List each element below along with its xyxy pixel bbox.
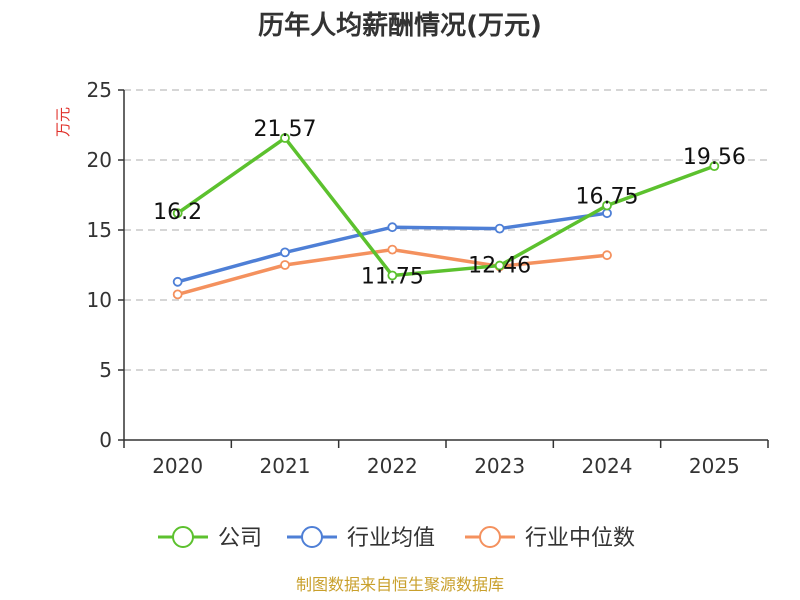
data-point xyxy=(709,161,720,172)
legend-swatch-marker xyxy=(172,526,194,548)
data-label: 21.57 xyxy=(254,117,317,142)
data-point xyxy=(280,247,290,258)
chart-title: 历年人均薪酬情况(万元) xyxy=(258,10,542,41)
legend-swatch-marker xyxy=(301,526,323,548)
data-point xyxy=(387,222,398,233)
data-labels: 16.2 21.57 11.75 12.46 16.75 19.56 xyxy=(153,117,746,289)
data-point xyxy=(494,260,505,271)
y-tick-label: 0 xyxy=(99,428,112,452)
x-tick-label: 2025 xyxy=(689,454,740,478)
data-point xyxy=(602,250,612,261)
x-tick-label: 2023 xyxy=(474,454,525,478)
data-point xyxy=(387,244,398,255)
data-label: 11.75 xyxy=(361,265,424,290)
y-tick-label: 10 xyxy=(87,288,112,312)
data-point xyxy=(172,276,183,287)
y-tick-label: 25 xyxy=(87,78,112,102)
y-tick-label: 20 xyxy=(87,148,112,172)
data-point xyxy=(602,200,612,211)
data-point xyxy=(280,133,290,143)
x-tick-label: 2024 xyxy=(582,454,633,478)
data-label: 16.2 xyxy=(153,200,202,225)
legend: 公司 行业均值 行业中位数 xyxy=(158,526,635,551)
legend-label: 行业中位数 xyxy=(525,526,635,551)
x-tick-labels: 2020 2021 2022 2023 2024 2025 xyxy=(152,454,740,478)
axes xyxy=(118,89,769,448)
x-tick-label: 2021 xyxy=(260,454,311,478)
series-line-0 xyxy=(176,136,715,278)
source-note: 制图数据来自恒生聚源数据库 xyxy=(296,575,504,594)
y-tick-label: 5 xyxy=(99,358,112,382)
series-group xyxy=(172,133,720,300)
y-axis-label: 万元 xyxy=(54,107,72,137)
grid-lines xyxy=(124,89,768,371)
data-point xyxy=(280,260,290,270)
y-tick-labels: 0 5 10 15 20 25 xyxy=(87,78,112,452)
x-tick-label: 2022 xyxy=(367,454,418,478)
y-tick-label: 15 xyxy=(87,218,112,242)
data-label: 19.56 xyxy=(683,145,746,170)
legend-label: 公司 xyxy=(218,526,262,551)
data-point xyxy=(172,289,183,300)
data-label: 12.46 xyxy=(468,254,531,279)
legend-label: 行业均值 xyxy=(347,526,435,551)
legend-swatch-marker xyxy=(479,526,501,548)
data-point xyxy=(387,270,398,281)
data-point xyxy=(172,208,183,219)
data-point xyxy=(494,223,505,234)
x-tick-label: 2020 xyxy=(152,454,203,478)
data-label: 16.75 xyxy=(576,185,639,210)
